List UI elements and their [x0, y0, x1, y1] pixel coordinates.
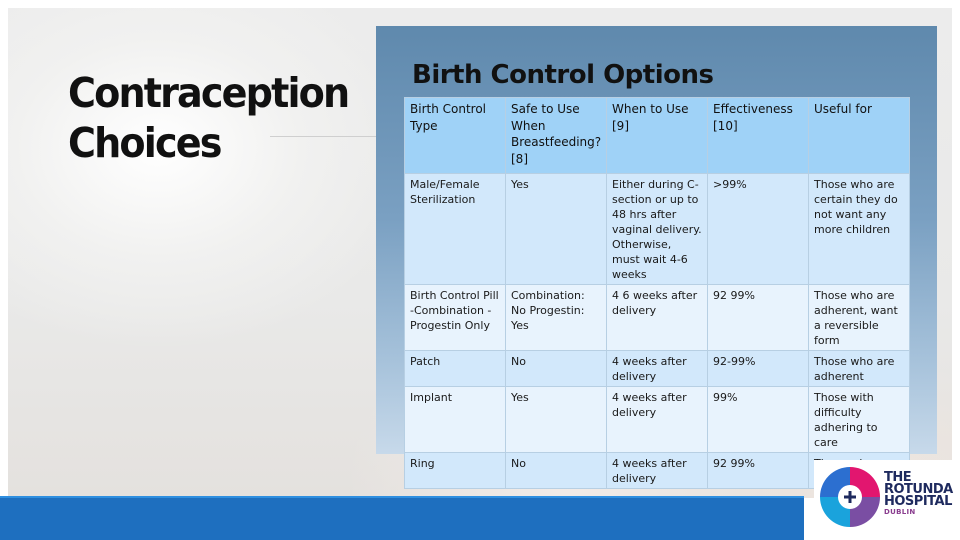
cell-useful-for: Those with difficulty adhering to care [808, 386, 910, 453]
logo-line-rotunda: ROTUNDA [884, 482, 953, 497]
cell-effectiveness: 92 99% [707, 452, 809, 489]
table-row: Patch No 4 weeks after delivery 92-99% T… [404, 350, 910, 387]
table-row: Male/Female Sterilization Yes Either dur… [404, 173, 910, 285]
cell-when: 4 weeks after delivery [606, 350, 708, 387]
title-divider [270, 136, 380, 137]
cell-effectiveness: 99% [707, 386, 809, 453]
cell-useful-for: Those who are certain they do not want a… [808, 173, 910, 285]
header-when: When to Use [9] [606, 97, 708, 174]
logo-line-hospital: HOSPITAL [884, 494, 952, 509]
cell-breastfeeding: No [505, 452, 607, 489]
birth-control-options-table: Birth Control Type Safe to Use When Brea… [404, 97, 910, 489]
cell-effectiveness: >99% [707, 173, 809, 285]
header-useful-for: Useful for [808, 97, 910, 174]
logo-line-the: THE [884, 470, 912, 485]
logo-wordmark: THE ROTUNDA HOSPITAL DUBLIN [884, 470, 953, 517]
cell-effectiveness: 92-99% [707, 350, 809, 387]
rotunda-hospital-logo: THE ROTUNDA HOSPITAL DUBLIN [814, 460, 960, 535]
rotunda-emblem-icon [820, 467, 880, 527]
cell-breastfeeding: Combination: No Progestin: Yes [505, 284, 607, 351]
logo-line-dublin: DUBLIN [884, 508, 916, 516]
table-header-row: Birth Control Type Safe to Use When Brea… [404, 97, 910, 174]
footer-band [0, 498, 804, 540]
cell-effectiveness: 92 99% [707, 284, 809, 351]
cell-breastfeeding: No [505, 350, 607, 387]
header-effectiveness: Effectiveness [10] [707, 97, 809, 174]
birth-control-table-image: Birth Control Options Birth Control Type… [376, 26, 937, 489]
cell-breastfeeding: Yes [505, 173, 607, 285]
slide-title: Contraception Choices [68, 69, 350, 167]
cell-breastfeeding: Yes [505, 386, 607, 453]
cell-when: 4 weeks after delivery [606, 386, 708, 453]
cell-when: Either during C-section or up to 48 hrs … [606, 173, 708, 285]
header-breastfeeding: Safe to Use When Breastfeeding? [8] [505, 97, 607, 174]
cell-useful-for: Those who are adherent, want a reversibl… [808, 284, 910, 351]
cell-type: Male/Female Sterilization [404, 173, 506, 285]
cell-type: Ring [404, 452, 506, 489]
table-row: Birth Control Pill -Combination -Progest… [404, 284, 910, 351]
cell-type: Birth Control Pill -Combination -Progest… [404, 284, 506, 351]
cell-when: 4 6 weeks after delivery [606, 284, 708, 351]
cell-when: 4 weeks after delivery [606, 452, 708, 489]
cell-type: Patch [404, 350, 506, 387]
table-heading: Birth Control Options [412, 60, 714, 90]
cell-type: Implant [404, 386, 506, 453]
header-type: Birth Control Type [404, 97, 506, 174]
cell-useful-for: Those who are adherent [808, 350, 910, 387]
table-row: Implant Yes 4 weeks after delivery 99% T… [404, 386, 910, 453]
